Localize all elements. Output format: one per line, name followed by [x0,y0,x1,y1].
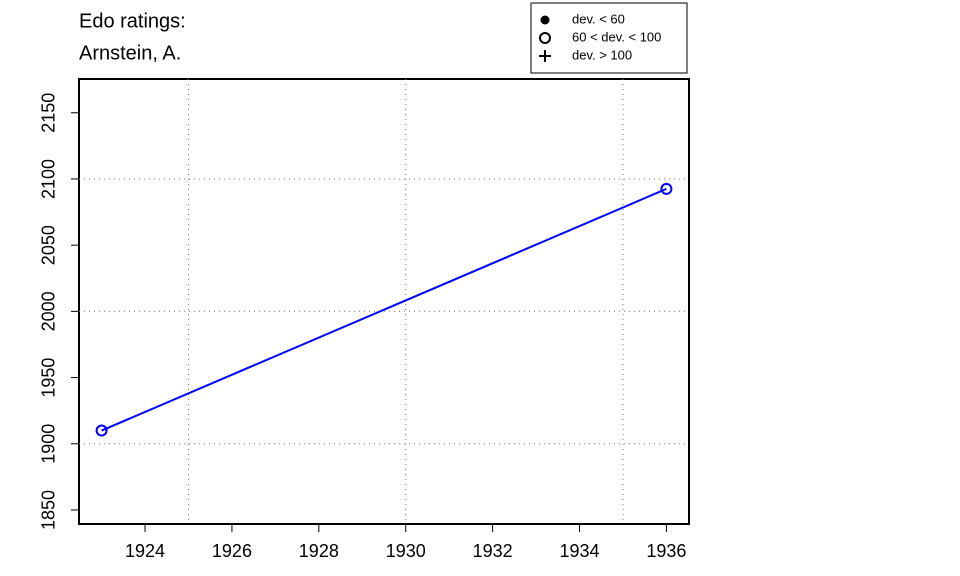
data-point [660,182,673,195]
y-tick-label: 1900 [39,424,59,464]
legend-label: 60 < dev. < 100 [572,29,661,44]
x-tick-label: 1928 [299,541,339,561]
series-line [101,187,667,432]
x-tick-label: 1930 [386,541,426,561]
y-tick-label: 2150 [39,93,59,133]
chart-title: Edo ratings: [79,10,186,32]
legend-box [530,2,688,74]
legend-marker [540,15,550,25]
y-tick-label: 2050 [39,225,59,265]
y-tick-label: 1950 [39,358,59,398]
y-tick-label: 2100 [39,159,59,199]
x-tick-label: 1932 [473,541,513,561]
legend-label: dev. > 100 [572,47,632,62]
x-tick-label: 1934 [559,541,599,561]
x-tick-label: 1926 [212,541,252,561]
legend-marker [539,50,551,62]
plot-frame [78,78,690,525]
legend-label: dev. < 60 [572,11,625,26]
x-tick-label: 1924 [125,541,165,561]
legend-marker [539,32,551,44]
y-tick-label: 1850 [39,490,59,530]
chart-subtitle: Arnstein, A. [79,42,181,64]
y-tick-label: 2000 [39,291,59,331]
x-tick-label: 1936 [646,541,686,561]
data-point [95,424,108,437]
